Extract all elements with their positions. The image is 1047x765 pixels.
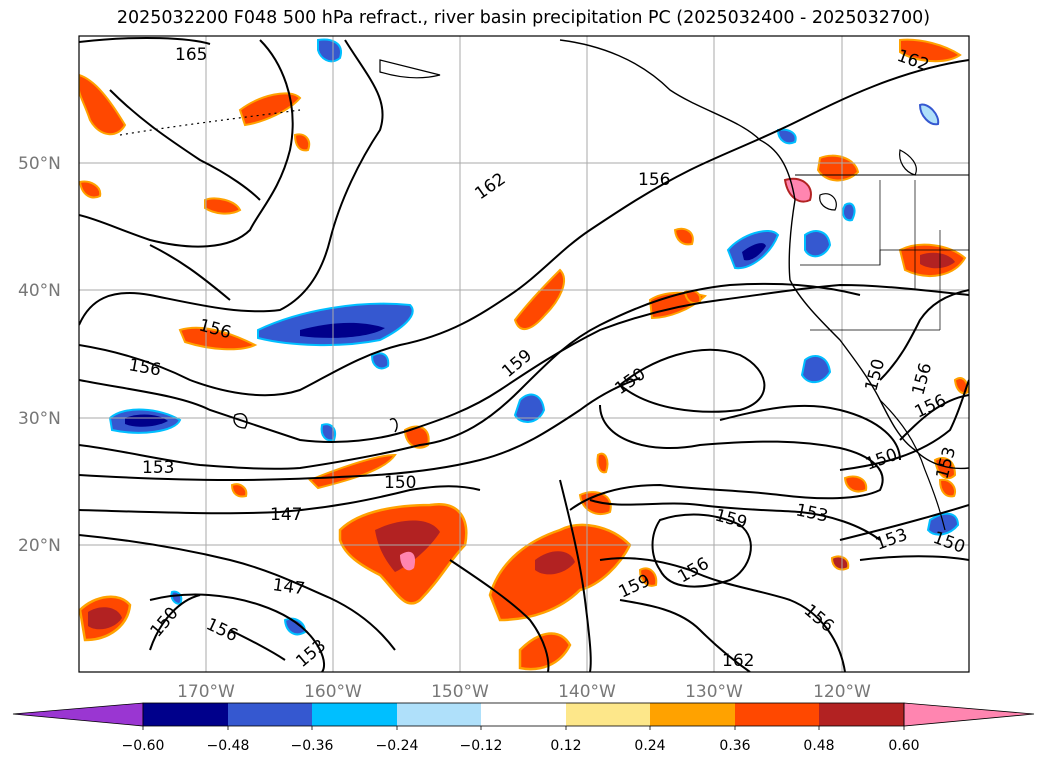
colorbar-extend-low [12, 702, 144, 727]
lon-label-160w: 160°W [304, 682, 362, 702]
map-frame [78, 35, 970, 673]
lon-label-170w: 170°W [177, 682, 235, 702]
contour-label: 165 [175, 45, 207, 65]
lon-label-150w: 150°W [431, 682, 489, 702]
contour-label: 150 [147, 603, 183, 641]
lat-label-50n: 50°N [18, 154, 61, 174]
lon-label-130w: 130°W [685, 682, 743, 702]
colorbar-segment [650, 703, 735, 726]
colorbar-tick-label: 0.36 [719, 738, 750, 754]
contour-label: 147 [270, 505, 302, 525]
contour-label: 153 [933, 445, 961, 482]
colorbar-segment [481, 703, 566, 726]
colorbar-extend-high [903, 702, 1035, 727]
colorbar-tick-label: −0.24 [376, 738, 419, 754]
latitude-labels: 50°N 40°N 30°N 20°N [18, 154, 61, 556]
colorbar-tick-label: 0.24 [634, 738, 665, 754]
contour-label: 150 [862, 357, 890, 394]
contour-label: 156 [909, 361, 937, 398]
lat-label-30n: 30°N [18, 409, 61, 429]
map-title: 2025032200 F048 500 hPa refract., river … [116, 8, 931, 28]
lon-label-120w: 120°W [813, 682, 871, 702]
contour-label: 156 [638, 170, 670, 190]
contour-label: 156 [675, 554, 713, 588]
contour-label: 153 [794, 500, 830, 526]
contour-label: 162 [471, 169, 509, 204]
contour-label: 156 [800, 601, 838, 637]
colorbar-segment [228, 703, 312, 726]
precipitation-shading [79, 38, 969, 671]
lon-label-140w: 140°W [558, 682, 616, 702]
colorbar-segment [143, 703, 228, 726]
coastlines [119, 39, 969, 531]
colorbar: −0.60 −0.48 −0.36 −0.24 −0.12 0.12 0.24 … [12, 702, 1035, 754]
contour-label: 150 [930, 528, 967, 558]
colorbar-tick-label: −0.12 [460, 738, 503, 754]
contour-label: 150 [384, 473, 416, 493]
colorbar-tick-label: −0.60 [122, 738, 165, 754]
colorbar-segment [397, 703, 481, 726]
longitude-labels: 170°W 160°W 150°W 140°W 130°W 120°W [177, 682, 871, 702]
contour-label: 162 [722, 651, 754, 671]
contour-label: 156 [127, 355, 162, 380]
colorbar-tick-label: −0.36 [291, 738, 334, 754]
lat-label-40n: 40°N [18, 281, 61, 301]
contour-label: 153 [142, 458, 174, 478]
height-contours [79, 36, 969, 672]
contour-label: 156 [203, 614, 241, 646]
colorbar-segment [735, 703, 819, 726]
colorbar-tick-label: 0.12 [550, 738, 581, 754]
lat-label-20n: 20°N [18, 536, 61, 556]
colorbar-tick-label: 0.48 [803, 738, 834, 754]
colorbar-segment [312, 703, 397, 726]
colorbar-segment [566, 703, 650, 726]
contour-label: 150 [863, 445, 900, 475]
colorbar-tick-label: 0.60 [888, 738, 919, 754]
contour-label: 147 [271, 575, 306, 599]
contour-label: 159 [498, 346, 536, 382]
colorbar-tick-label: −0.48 [207, 738, 250, 754]
colorbar-segment [819, 703, 904, 726]
